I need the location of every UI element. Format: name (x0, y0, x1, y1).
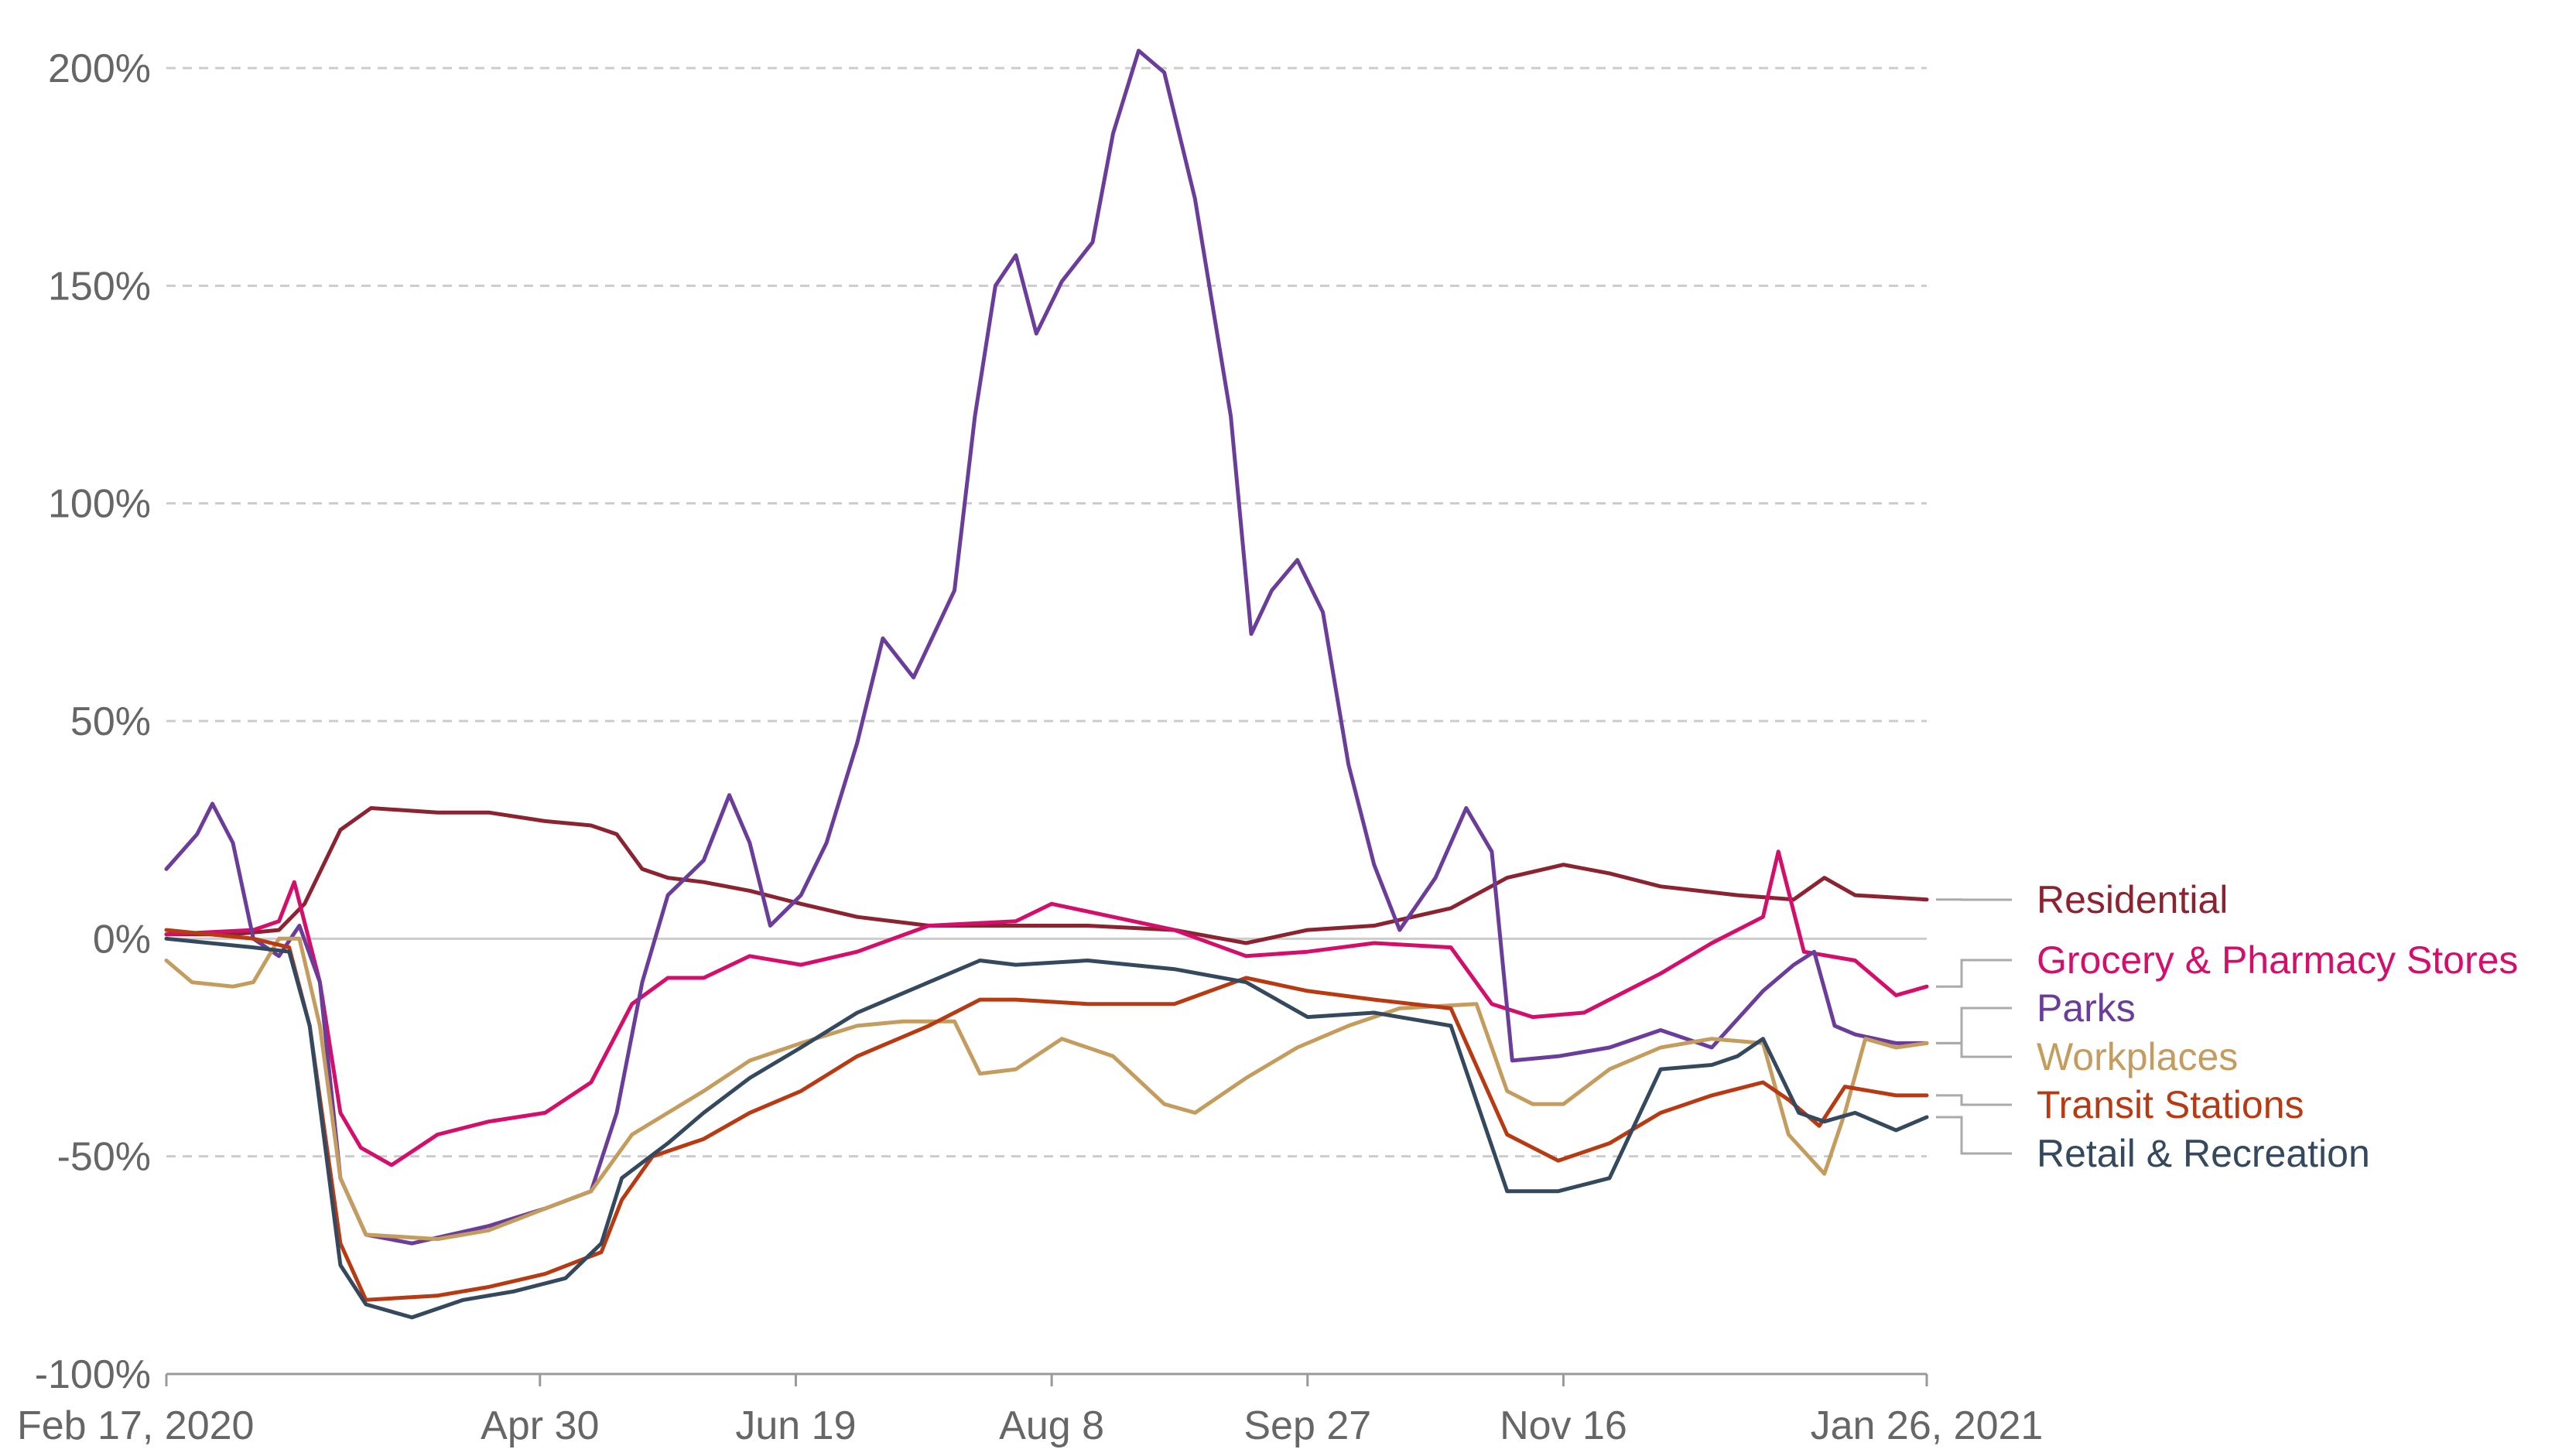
series-label: Grocery & Pharmacy Stores (2037, 938, 2518, 982)
series-label: Retail & Recreation (2037, 1132, 2370, 1175)
series-line (164, 49, 1929, 1246)
series-label: Parks (2037, 986, 2136, 1030)
x-tick-label: Jan 26, 2021 (1811, 1403, 2044, 1448)
y-tick-label: 0% (93, 917, 151, 962)
y-tick-label: -50% (57, 1135, 151, 1180)
grid-lines (166, 67, 1927, 1158)
x-tick-label: Jun 19 (735, 1403, 856, 1448)
x-tick-label: Aug 8 (999, 1403, 1104, 1448)
x-tick-label: Feb 17, 2020 (17, 1403, 254, 1448)
x-tick-label: Apr 30 (481, 1403, 599, 1448)
series-label: Residential (2037, 878, 2228, 921)
y-tick-label: -100% (35, 1352, 151, 1397)
series-line (164, 936, 1929, 1242)
label-connector (1936, 1041, 2012, 1058)
y-tick-label: 50% (70, 699, 151, 744)
series-label: Transit Stations (2037, 1083, 2304, 1126)
label-connector (1936, 1007, 2012, 1044)
label-connector (1936, 1116, 2012, 1155)
label-connector (1936, 1094, 2012, 1106)
y-axis-labels: -100% -50% 0% 50% 100% 150% 200% (35, 46, 151, 1397)
series-line (164, 936, 1929, 1320)
series-line (164, 928, 1929, 1302)
series-line (164, 849, 1929, 1167)
x-tick-label: Nov 16 (1500, 1403, 1627, 1448)
series-lines (164, 49, 1929, 1320)
series-labels: Residential Grocery & Pharmacy StoresPark… (1936, 878, 2518, 1175)
y-tick-label: 200% (48, 46, 151, 91)
x-axis: Feb 17, 2020 Apr 30 Jun 19 Aug 8 Sep 27 Nov 1… (17, 1372, 2044, 1448)
series-line (164, 806, 1929, 945)
y-tick-label: 100% (48, 482, 151, 527)
x-tick-label: Sep 27 (1243, 1403, 1371, 1448)
y-tick-label: 150% (48, 264, 151, 309)
label-connector (1936, 959, 2012, 988)
series-label: Workplaces (2037, 1035, 2238, 1078)
